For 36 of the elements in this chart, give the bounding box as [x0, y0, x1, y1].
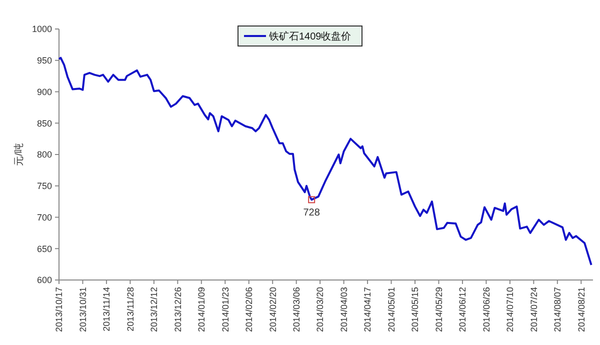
legend-label: 铁矿石1409收盘价	[268, 30, 352, 42]
y-tick-label: 900	[36, 86, 52, 97]
x-tick-label: 2014/05/15	[410, 287, 420, 332]
x-tick-label: 2014/06/26	[481, 287, 492, 332]
y-tick-label: 950	[36, 56, 52, 66]
x-tick-label: 2013/10/31	[78, 287, 88, 332]
line-series	[58, 56, 592, 266]
x-tick-label: 2014/03/20	[315, 287, 326, 332]
x-tick-label: 2014/05/01	[386, 287, 396, 332]
y-tick-label: 850	[36, 118, 52, 128]
annotation: 728	[303, 208, 320, 219]
y-tick-label: 750	[36, 181, 52, 192]
x-tick-label: 2014/07/24	[528, 287, 539, 332]
y-tick-label: 800	[36, 150, 52, 160]
x-tick-label: 2014/01/09	[196, 287, 207, 332]
x-tick-label: 2013/10/17	[54, 287, 64, 332]
y-tick-label: 1000	[32, 24, 52, 34]
x-tick-label: 2014/05/29	[434, 287, 444, 332]
y-tick-label: 700	[36, 212, 52, 222]
x-tick-label: 2013/11/14	[102, 287, 112, 332]
x-tick-label: 2013/12/26	[172, 287, 183, 332]
y-tick-label: 650	[36, 244, 52, 254]
x-tick-label: 2014/06/12	[458, 287, 468, 332]
x-tick-label: 2013/12/12	[149, 287, 160, 332]
x-tick-label: 2014/02/06	[244, 287, 254, 332]
x-tick-label: 2014/04/03	[338, 287, 349, 332]
x-tick-label: 2014/04/17	[362, 287, 373, 332]
x-tick-label: 2014/01/23	[220, 287, 230, 332]
x-tick-label: 2014/02/20	[268, 287, 278, 332]
y-axis-title: 元/吨	[13, 143, 25, 166]
x-tick-label: 2014/07/10	[505, 287, 516, 332]
x-tick-label: 2014/08/21	[576, 287, 586, 332]
x-tick-label: 2014/08/07	[552, 287, 563, 332]
y-tick-label: 600	[36, 275, 52, 286]
x-tick-label: 2013/11/28	[125, 287, 136, 332]
x-tick-label: 2014/03/06	[291, 287, 302, 332]
